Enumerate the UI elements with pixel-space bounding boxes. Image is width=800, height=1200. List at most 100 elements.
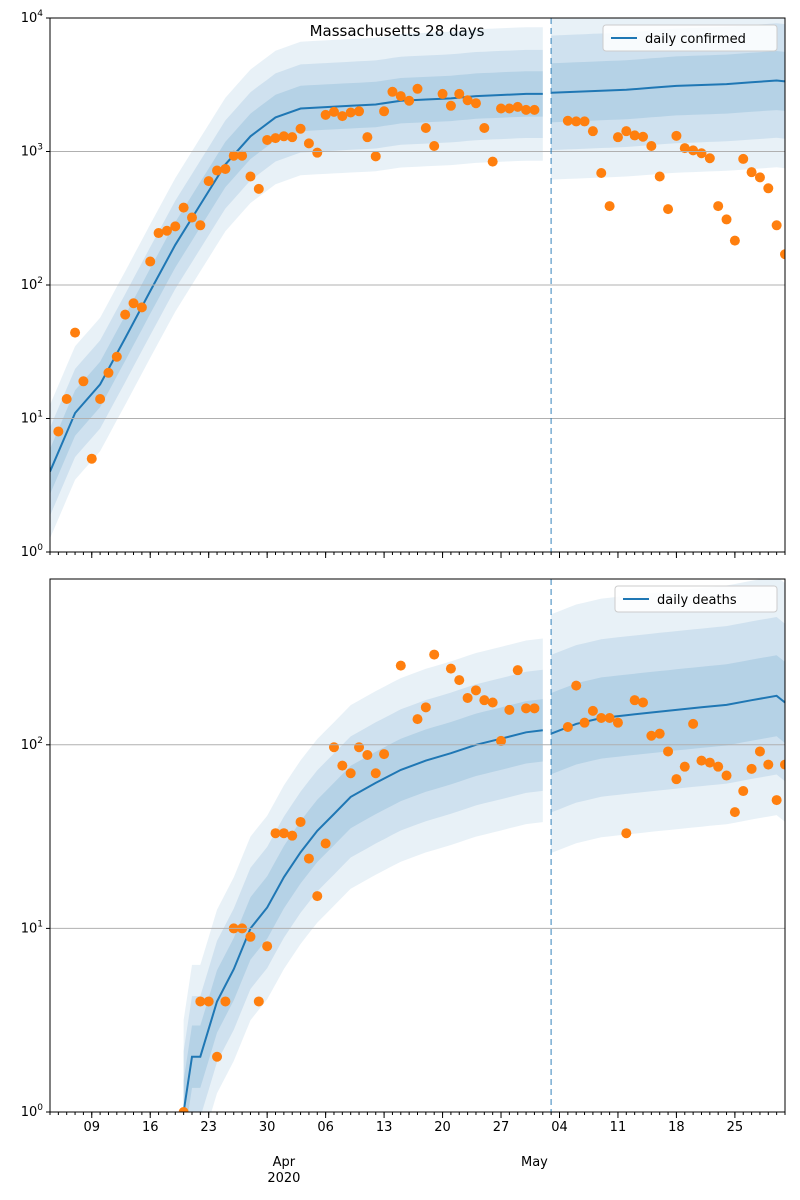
observed-point [253, 996, 264, 1007]
observed-point [746, 763, 757, 774]
observed-point [612, 132, 623, 143]
observed-point [445, 100, 456, 111]
uncertainty-band [50, 27, 543, 539]
y-tick-base: 10 [21, 145, 38, 160]
observed-point [362, 132, 373, 143]
observed-point [262, 134, 273, 145]
observed-point [579, 717, 590, 728]
observed-point [404, 95, 415, 106]
observed-point [328, 742, 339, 753]
observed-point [688, 718, 699, 729]
observed-point [178, 1107, 189, 1112]
observed-point [328, 106, 339, 117]
legend-box [602, 24, 778, 52]
uncertainty-band [183, 699, 543, 1112]
observed-point [95, 393, 106, 404]
observed-point [721, 214, 732, 225]
observed-point [587, 126, 598, 137]
observed-point [186, 212, 197, 223]
observed-point [270, 828, 281, 839]
uncertainty-band [551, 579, 785, 853]
observed-point [738, 153, 749, 164]
x-tick-label: 25 [727, 1120, 744, 1135]
median-line [182, 729, 543, 1112]
observed-point [354, 742, 365, 753]
observed-point [136, 302, 147, 313]
x-tick-label: 04 [551, 1120, 568, 1135]
x-tick-label: 16 [142, 1120, 159, 1135]
observed-point [395, 91, 406, 102]
y-tick-label: 101 [21, 410, 43, 427]
y-tick-base: 10 [21, 1105, 38, 1120]
observed-point [345, 768, 356, 779]
observed-point [571, 680, 582, 691]
observed-point [262, 941, 273, 952]
observed-point [203, 176, 214, 187]
uncertainty-band [551, 18, 785, 180]
observed-point [721, 770, 732, 781]
x-tick-label: 06 [317, 1120, 334, 1135]
observed-point [679, 143, 690, 154]
observed-point [487, 697, 498, 708]
observed-point [220, 163, 231, 174]
observed-point [529, 104, 540, 115]
observed-point [195, 996, 206, 1007]
y-tick-exponent: 0 [37, 1103, 43, 1113]
observed-point [228, 150, 239, 161]
observed-point [521, 104, 532, 115]
x-tick-label: 20 [434, 1120, 451, 1135]
observed-point [479, 122, 490, 133]
observed-point [638, 697, 649, 708]
observed-point [212, 165, 223, 176]
y-tick-exponent: 2 [37, 736, 43, 746]
observed-point [429, 649, 440, 660]
observed-point [596, 712, 607, 723]
observed-point [237, 150, 248, 161]
observed-point [504, 704, 515, 715]
observed-point [596, 168, 607, 179]
observed-point [470, 98, 481, 109]
observed-point [629, 130, 640, 141]
observed-point [387, 86, 398, 97]
observed-point [78, 376, 89, 387]
y-tick-base: 10 [21, 278, 38, 293]
observed-point [161, 225, 172, 236]
observed-point [746, 167, 757, 178]
observed-point [738, 786, 749, 797]
observed-point [496, 735, 507, 746]
observed-point [312, 891, 323, 902]
observed-point [312, 147, 323, 158]
observed-point [245, 171, 256, 182]
observed-point [445, 663, 456, 674]
observed-point [579, 116, 590, 127]
observed-point [688, 145, 699, 156]
uncertainty-band [50, 71, 543, 495]
y-tick-label: 100 [21, 1103, 44, 1120]
y-tick-exponent: 1 [37, 919, 43, 929]
x-year-label: 2020 [267, 1171, 300, 1186]
y-tick-label: 102 [21, 276, 43, 293]
observed-point [562, 115, 573, 126]
observed-point [420, 122, 431, 133]
observed-point [604, 201, 615, 212]
observed-point [763, 183, 774, 194]
observed-point [754, 172, 765, 183]
observed-point [671, 774, 682, 785]
observed-point [529, 703, 540, 714]
observed-point [245, 931, 256, 942]
observed-point [462, 692, 473, 703]
observed-point [696, 148, 707, 159]
plot-area [50, 18, 785, 539]
y-tick-base: 10 [21, 921, 38, 936]
observed-point [437, 88, 448, 99]
observed-point [713, 761, 724, 772]
observed-point [771, 795, 782, 806]
y-tick-label: 104 [21, 9, 44, 26]
plot-area [178, 579, 785, 1112]
observed-point [496, 103, 507, 114]
y-tick-base: 10 [21, 412, 38, 427]
observed-point [303, 138, 314, 149]
observed-point [53, 426, 64, 437]
observed-point [771, 220, 782, 231]
